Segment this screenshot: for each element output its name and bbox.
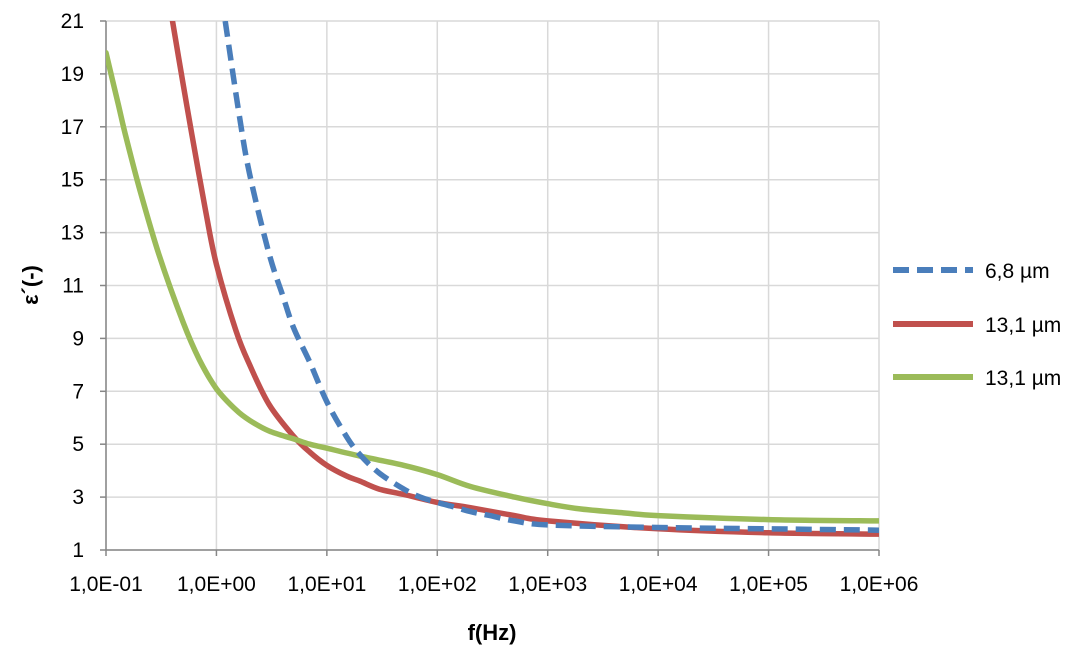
y-tick-label: 1 <box>72 539 84 562</box>
series-line-1 <box>222 21 879 533</box>
x-tick-label: 1,0E+06 <box>840 573 919 596</box>
x-tick-label: 1,0E+00 <box>177 573 256 596</box>
series-line-2 <box>169 21 879 537</box>
chart-legend: 6,8 µm 13,1 µm 13,1 µm <box>893 260 1061 390</box>
x-tick-label: 1,0E+03 <box>508 573 587 596</box>
x-tick-label: 1,0E+02 <box>398 573 477 596</box>
x-tick-label: 1,0E-01 <box>69 573 143 596</box>
x-axis-title: f(Hz) <box>468 620 517 645</box>
x-tick-label: 1,0E+05 <box>729 573 808 596</box>
chart-axes <box>100 20 880 556</box>
y-tick-label: 15 <box>61 169 84 192</box>
y-tick-label: 7 <box>72 380 84 403</box>
chart-series <box>106 21 879 537</box>
y-tick-label: 3 <box>72 486 84 509</box>
y-axis-title: ε´(-) <box>18 265 43 305</box>
legend-label-1: 6,8 µm <box>985 260 1050 283</box>
y-tick-label: 21 <box>61 10 84 33</box>
y-tick-label: 17 <box>61 116 84 139</box>
legend-label-2: 13,1 µm <box>985 314 1061 337</box>
y-tick-label: 9 <box>72 327 84 350</box>
legend-label-3: 13,1 µm <box>985 367 1061 390</box>
x-tick-label: 1,0E+04 <box>619 573 698 596</box>
y-tick-label: 13 <box>61 222 84 245</box>
series-line-3 <box>106 49 879 524</box>
y-tick-label: 5 <box>72 433 84 456</box>
y-tick-label: 11 <box>62 275 84 298</box>
x-tick-label: 1,0E+01 <box>287 573 366 596</box>
y-tick-label: 19 <box>61 63 84 86</box>
